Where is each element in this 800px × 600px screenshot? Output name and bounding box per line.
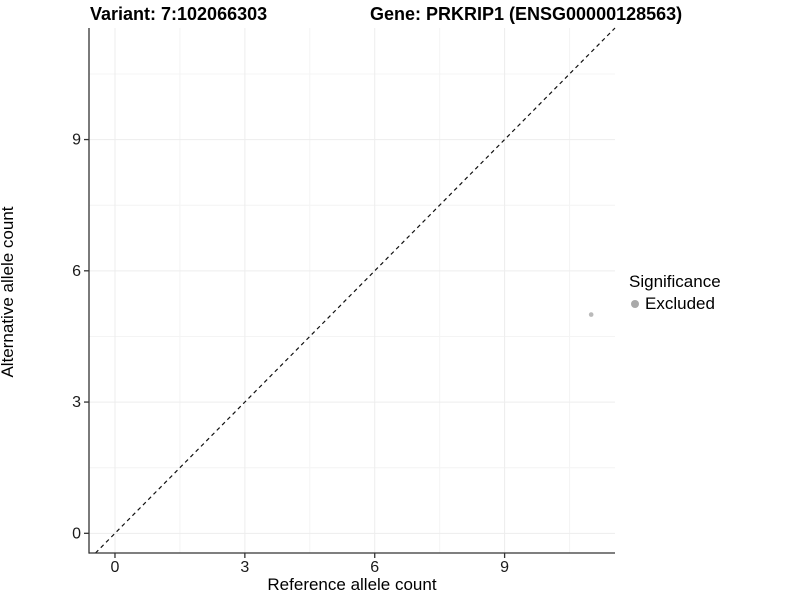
x-tick-label: 3 bbox=[240, 559, 249, 576]
legend: Significance Excluded bbox=[629, 271, 721, 314]
legend-title: Significance bbox=[629, 272, 721, 291]
data-point bbox=[588, 312, 594, 317]
variant-title: Variant: 7:102066303 bbox=[90, 4, 268, 24]
y-tick-label: 0 bbox=[72, 525, 81, 542]
x-tick-label: 0 bbox=[111, 559, 120, 576]
legend-item-excluded: Excluded bbox=[629, 294, 721, 314]
legend-point-icon bbox=[631, 300, 639, 308]
y-tick-label: 9 bbox=[72, 132, 81, 149]
x-axis-title: Reference allele count bbox=[267, 575, 437, 594]
x-tick-label: 9 bbox=[500, 559, 509, 576]
x-tick-label: 6 bbox=[370, 559, 379, 576]
identity-dashed-line bbox=[95, 27, 616, 554]
legend-item-label: Excluded bbox=[645, 294, 715, 313]
gene-title: Gene: PRKRIP1 (ENSG00000128563) bbox=[370, 4, 683, 24]
y-tick-label: 6 bbox=[72, 263, 81, 280]
y-tick-label: 3 bbox=[72, 394, 81, 411]
